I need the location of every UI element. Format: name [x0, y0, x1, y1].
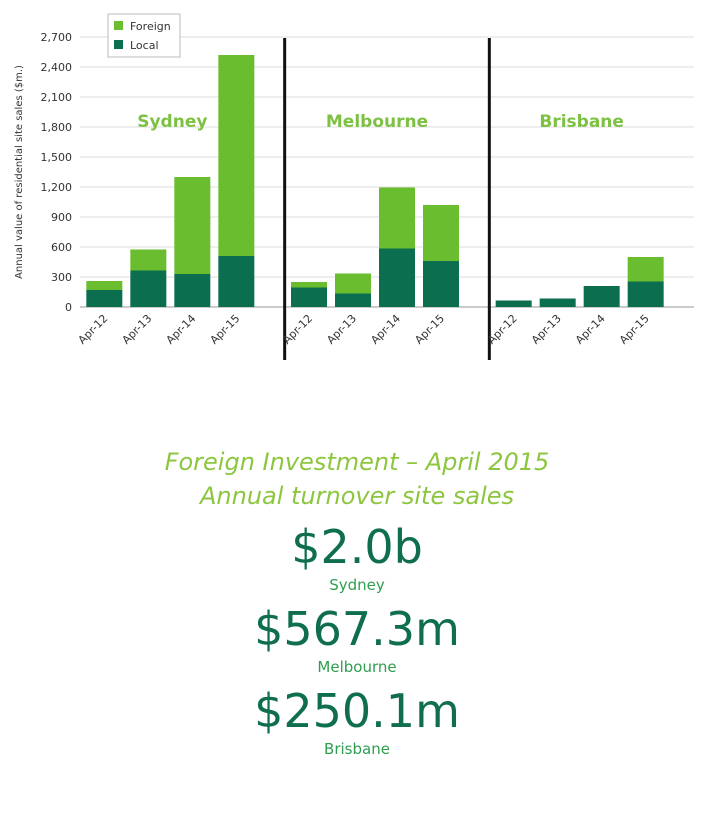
melbourne-value: $567.3m [254, 602, 460, 656]
legend-label-foreign: Foreign [130, 20, 171, 33]
bar-melbourne-apr-12-local [291, 287, 327, 307]
x-tick-label: Apr-12 [76, 312, 111, 347]
x-tick-label: Apr-14 [164, 312, 199, 347]
y-tick-label: 2,100 [41, 91, 73, 104]
y-tick-label: 2,400 [41, 61, 73, 74]
bar-sydney-apr-15-foreign [218, 55, 255, 256]
bar-melbourne-apr-15-local [423, 261, 459, 307]
bar-brisbane-apr-12-local [495, 300, 532, 307]
legend-swatch-foreign [114, 21, 123, 30]
x-tick-label: Apr-13 [120, 312, 155, 347]
stacked-bar-chart: 0 300 600 900 1,200 1,500 1,800 2,100 2,400 2,700… [14, 13, 694, 360]
legend-label-local: Local [130, 39, 159, 52]
bar-sydney-apr-14-foreign [174, 177, 211, 274]
bar-melbourne-apr-14-local [379, 248, 415, 307]
summary-title-line1: Foreign Investment – April 2015 [164, 448, 550, 476]
summary-panel: Foreign Investment – April 2015 Annual t… [0, 445, 714, 759]
bar-melbourne-apr-15-foreign [423, 205, 459, 261]
brisbane-value: $250.1m [254, 684, 460, 738]
bar-brisbane-apr-15-foreign [627, 257, 664, 282]
y-tick-label: 900 [51, 211, 72, 224]
y-tick-label: 300 [51, 271, 72, 284]
x-tick-label: Apr-15 [412, 312, 447, 347]
legend-swatch-local [114, 40, 123, 49]
y-tick-label: 600 [51, 241, 72, 254]
brisbane-label: Brisbane [324, 740, 390, 758]
panel-title-sydney: Sydney [137, 112, 207, 132]
x-tick-label: Apr-14 [368, 312, 403, 347]
y-axis-label: Annual value of residential site sales (… [14, 65, 25, 279]
y-tick-label: 1,800 [41, 121, 73, 134]
melbourne-label: Melbourne [317, 658, 397, 676]
x-tick-label: Apr-13 [529, 312, 564, 347]
y-tick-label: 1,500 [41, 151, 73, 164]
bar-brisbane-apr-15-local [627, 281, 664, 307]
bar-sydney-apr-12-foreign [86, 281, 123, 290]
y-tick-label: 0 [65, 301, 72, 314]
x-tick-label: Apr-15 [208, 312, 243, 347]
y-tick-label: 1,200 [41, 181, 73, 194]
x-tick-label: Apr-14 [573, 312, 608, 347]
panel-title-melbourne: Melbourne [326, 112, 428, 132]
sydney-value: $2.0b [291, 520, 423, 574]
summary-title-line2: Annual turnover site sales [199, 482, 515, 510]
bar-sydney-apr-15-local [218, 256, 255, 307]
bar-sydney-apr-13-foreign [130, 249, 167, 271]
bar-sydney-apr-12-local [86, 290, 123, 307]
bar-sydney-apr-14-local [174, 274, 211, 307]
x-tick-label: Apr-13 [324, 312, 359, 347]
bar-melbourne-apr-13-local [335, 293, 371, 307]
bar-brisbane-apr-13-local [539, 298, 576, 307]
sydney-label: Sydney [329, 576, 385, 594]
y-tick-label: 2,700 [41, 31, 73, 44]
bar-brisbane-apr-14-local [583, 286, 620, 307]
bar-melbourne-apr-12-foreign [291, 282, 327, 288]
bar-melbourne-apr-13-foreign [335, 273, 371, 294]
panel-title-brisbane: Brisbane [539, 112, 624, 132]
x-tick-label: Apr-15 [617, 312, 652, 347]
bar-melbourne-apr-14-foreign [379, 187, 415, 249]
bar-sydney-apr-13-local [130, 270, 167, 307]
